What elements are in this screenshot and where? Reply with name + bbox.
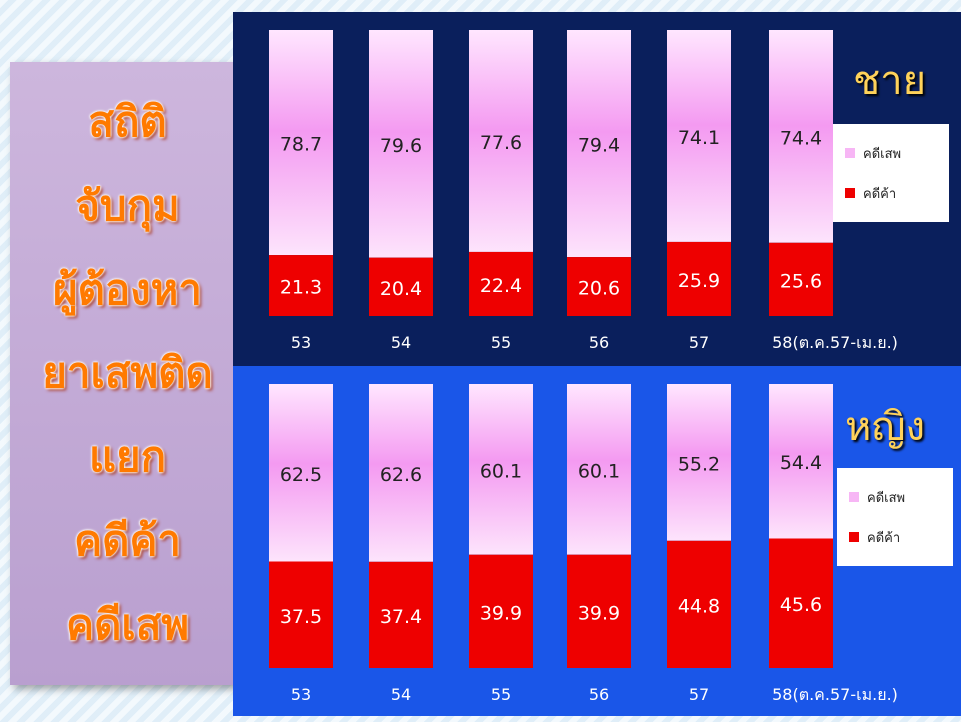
title-line-2: ผู้ต้องหา <box>53 264 202 314</box>
category-label-2: 55 <box>491 685 511 704</box>
bar-trade-5 <box>769 242 833 316</box>
category-label-4: 57 <box>689 685 709 704</box>
bar-trade-1 <box>369 257 433 316</box>
male-bar-chart: 78.7 21.3 53 79.6 20.4 54 77.6 22.4 55 79.4 20.6 56… <box>269 30 898 352</box>
data-label-trade-0: 37.5 <box>280 606 322 628</box>
bar-use-1 <box>369 30 433 258</box>
data-label-trade-5: 25.6 <box>780 270 822 292</box>
data-label-use-0: 62.5 <box>280 464 322 486</box>
bar-use-0 <box>269 30 333 256</box>
data-label-trade-3: 20.6 <box>578 278 620 300</box>
legend-swatch-use <box>849 492 859 502</box>
category-label-0: 53 <box>291 685 311 704</box>
data-label-trade-3: 39.9 <box>578 602 620 624</box>
bar-use-2 <box>469 30 533 252</box>
bar-trade-0 <box>269 255 333 316</box>
data-label-trade-0: 21.3 <box>280 277 322 299</box>
bar-use-4 <box>667 384 731 541</box>
bar-trade-3 <box>567 257 631 316</box>
bar-trade-3 <box>567 554 631 668</box>
bar-use-0 <box>269 384 333 562</box>
bar-use-4 <box>667 30 731 242</box>
bar-trade-2 <box>469 251 533 316</box>
data-label-trade-4: 25.9 <box>678 270 720 292</box>
category-label-4: 57 <box>689 333 709 352</box>
legend-label-trade: คดีค้า <box>863 186 897 202</box>
legend-item-use: คดีเสพ <box>849 486 953 508</box>
title-line-0: สถิติ <box>88 96 167 146</box>
title-line-3: ยาเสพติด <box>42 348 213 398</box>
female-legend: คดีเสพ คดีค้า <box>837 468 953 566</box>
bar-trade-4 <box>667 540 731 668</box>
bar-trade-0 <box>269 561 333 668</box>
data-label-use-2: 60.1 <box>480 460 522 482</box>
male-chart-panel: 78.7 21.3 53 79.6 20.4 54 77.6 22.4 55 79.4 20.6 56… <box>233 12 961 366</box>
data-label-use-5: 54.4 <box>780 452 822 474</box>
bar-use-5 <box>769 30 833 243</box>
male-legend: คดีเสพ คดีค้า <box>833 124 949 222</box>
title-panel: สถิติจับกุมผู้ต้องหายาเสพติดแยกคดีค้าคดี… <box>10 62 245 685</box>
bar-use-2 <box>469 384 533 555</box>
category-label-1: 54 <box>391 333 411 352</box>
category-label-5: 58(ต.ค.57-เม.ย.) <box>772 685 898 704</box>
category-label-5: 58(ต.ค.57-เม.ย.) <box>772 333 898 352</box>
data-label-use-2: 77.6 <box>480 132 522 154</box>
legend-swatch-trade <box>849 532 859 542</box>
data-label-use-4: 55.2 <box>678 453 720 475</box>
data-label-use-3: 79.4 <box>578 135 620 157</box>
title-line-1: จับกุม <box>75 180 180 230</box>
title-line-5: คดีค้า <box>73 516 182 566</box>
female-chart-title: หญิง <box>845 404 925 450</box>
legend-item-trade: คดีค้า <box>845 182 949 204</box>
data-label-trade-2: 39.9 <box>480 602 522 624</box>
bar-use-1 <box>369 384 433 562</box>
legend-swatch-use <box>845 148 855 158</box>
bar-trade-2 <box>469 554 533 668</box>
data-label-use-1: 79.6 <box>380 135 422 157</box>
bar-use-3 <box>567 30 631 258</box>
bar-trade-4 <box>667 241 731 316</box>
data-label-trade-4: 44.8 <box>678 595 720 617</box>
female-bar-chart: 62.5 37.5 53 62.6 37.4 54 60.1 39.9 55 60.1 39.9 56… <box>269 384 898 704</box>
bar-trade-1 <box>369 561 433 668</box>
data-label-trade-5: 45.6 <box>780 594 822 616</box>
category-label-1: 54 <box>391 685 411 704</box>
bar-trade-5 <box>769 538 833 668</box>
category-label-0: 53 <box>291 333 311 352</box>
data-label-use-4: 74.1 <box>678 127 720 149</box>
data-label-use-1: 62.6 <box>380 464 422 486</box>
legend-swatch-trade <box>845 188 855 198</box>
female-chart-panel: 62.5 37.5 53 62.6 37.4 54 60.1 39.9 55 60.1 39.9 56… <box>233 366 961 716</box>
bar-use-5 <box>769 384 833 539</box>
male-chart-title: ชาย <box>853 58 927 104</box>
legend-item-trade: คดีค้า <box>849 526 953 548</box>
category-label-3: 56 <box>589 685 609 704</box>
legend-item-use: คดีเสพ <box>845 142 949 164</box>
data-label-trade-2: 22.4 <box>480 275 522 297</box>
bar-use-3 <box>567 384 631 555</box>
data-label-use-0: 78.7 <box>280 134 322 156</box>
data-label-use-5: 74.4 <box>780 127 822 149</box>
title-line-6: คดีเสพ <box>65 599 190 649</box>
data-label-use-3: 60.1 <box>578 460 620 482</box>
category-label-3: 56 <box>589 333 609 352</box>
category-label-2: 55 <box>491 333 511 352</box>
legend-label-use: คดีเสพ <box>867 490 906 506</box>
legend-label-use: คดีเสพ <box>863 146 902 162</box>
data-label-trade-1: 37.4 <box>380 606 422 628</box>
legend-label-trade: คดีค้า <box>867 530 901 546</box>
data-label-trade-1: 20.4 <box>380 278 422 300</box>
title-line-4: แยก <box>88 432 167 482</box>
